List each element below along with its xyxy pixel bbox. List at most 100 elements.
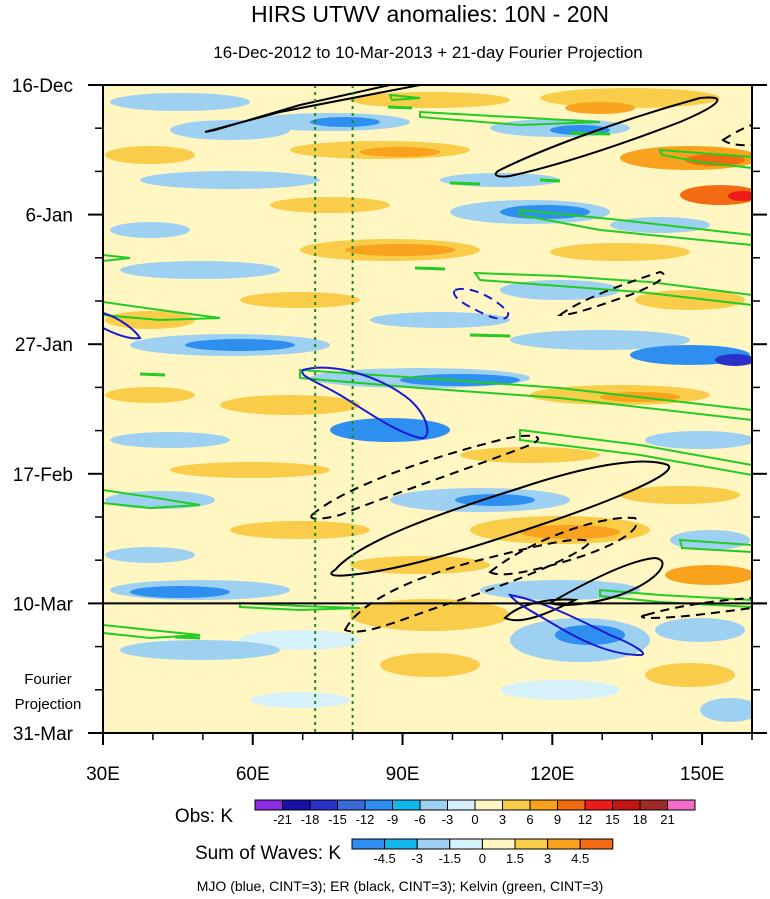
colorbar-label: 21 <box>660 812 674 827</box>
x-tick-label: 120E <box>530 764 574 785</box>
kelvin-dash <box>539 178 561 183</box>
kelvin-contour <box>419 110 601 127</box>
anomaly-blob <box>185 339 295 351</box>
colorbar-label: -3 <box>411 851 423 866</box>
x-tick-label: 90E <box>386 764 420 785</box>
x-axis: 30E 60E 90E 120E 150E <box>86 733 753 785</box>
mjo-contour <box>301 366 429 440</box>
kelvin-dash <box>449 181 481 186</box>
er-negative-contour <box>310 434 539 520</box>
chart-title: HIRS UTWV anomalies: 10N - 20N <box>251 1 609 27</box>
kelvin-dash <box>387 105 413 110</box>
colorbar-cell <box>547 838 581 850</box>
colorbar-label: -21 <box>273 812 292 827</box>
colorbar-cell <box>447 799 476 811</box>
x-tick-label: 30E <box>86 764 120 785</box>
colorbar-label: -15 <box>328 812 347 827</box>
anomaly-blob <box>550 243 690 261</box>
anomaly-blob <box>670 530 750 550</box>
anomaly-blob <box>110 222 190 238</box>
er-contour <box>204 85 421 133</box>
kelvin-contour <box>519 208 752 247</box>
anomaly-blob <box>120 640 280 660</box>
obs-colorbar: -21 -18 -15 -12 -9 -6 -3 0 3 6 9 12 15 18 21 <box>254 799 696 827</box>
colorbar-cell <box>579 838 614 850</box>
colorbar-label: -6 <box>414 812 426 827</box>
colorbar-cell <box>384 838 418 850</box>
anomaly-blob <box>140 171 320 189</box>
anomaly-blob <box>250 692 350 708</box>
anomaly-blob <box>120 261 280 279</box>
kelvin-contour <box>103 253 131 263</box>
mjo-contour <box>507 593 645 657</box>
colorbar-label: 0 <box>471 812 478 827</box>
anomaly-blob <box>700 698 752 722</box>
colorbar-label: 18 <box>633 812 647 827</box>
projection-label-line1: Fourier <box>24 671 72 688</box>
anomaly-blob <box>460 447 600 463</box>
colorbar-cell <box>449 838 483 850</box>
anomaly-blob <box>645 663 735 687</box>
kelvin-contour <box>103 623 201 640</box>
colorbar-label: -12 <box>356 812 375 827</box>
anomaly-blob <box>105 547 195 563</box>
kelvin-contour <box>299 368 752 422</box>
anomaly-blob <box>620 486 740 504</box>
colorbar-label: -4.5 <box>373 851 395 866</box>
er-negative-contour <box>488 516 638 576</box>
colorbar-cell <box>612 799 641 811</box>
er-contour <box>494 96 719 178</box>
projection-label-line2: Projection <box>15 696 82 713</box>
anomaly-blob <box>170 462 330 478</box>
colorbar-label: 3 <box>499 812 506 827</box>
x-tick-label: 60E <box>236 764 270 785</box>
anomaly-blob <box>665 565 752 585</box>
y-axis: 16-Dec 6-Jan 27-Jan 17-Feb 10-Mar 31-Mar <box>12 76 767 745</box>
y-tick-label: 6-Jan <box>25 206 73 227</box>
anomaly-blob <box>380 653 480 677</box>
colorbar-label: -18 <box>301 812 320 827</box>
colorbar-cell <box>584 799 613 811</box>
contour-legend: MJO (blue, CINT=3); ER (black, CINT=3); … <box>197 878 604 894</box>
colorbar-cell <box>502 799 531 811</box>
anomaly-blob <box>330 418 450 442</box>
anomaly-blob <box>105 491 215 509</box>
chart-subtitle: 16-Dec-2012 to 10-Mar-2013 + 21-day Four… <box>213 43 642 62</box>
colorbar-cell <box>416 838 451 850</box>
colorbar-cell <box>557 799 586 811</box>
mjo-contour <box>103 311 142 340</box>
kelvin-dash <box>174 635 201 640</box>
anomaly-blob <box>500 680 620 700</box>
anomaly-blob <box>360 147 440 157</box>
kelvin-contours <box>103 93 752 640</box>
kelvin-dash <box>139 372 166 377</box>
anomaly-blob <box>220 395 360 415</box>
colorbar-label: 9 <box>554 812 561 827</box>
anomaly-blob <box>270 197 390 213</box>
colorbar-label: 12 <box>578 812 592 827</box>
anomaly-blob <box>555 625 625 645</box>
anomaly-blob <box>105 146 195 164</box>
kelvin-contour <box>103 488 201 510</box>
anomaly-blob <box>105 387 195 403</box>
kelvin-contour <box>519 428 752 477</box>
colorbar-cell <box>309 799 338 811</box>
colorbar-label: 15 <box>605 812 619 827</box>
colorbar-cell <box>481 838 516 850</box>
obs-colorbar-title: Obs: K <box>175 806 233 827</box>
plot-frame <box>102 84 753 734</box>
anomaly-blob <box>565 102 635 114</box>
kelvin-dash <box>414 266 446 271</box>
y-tick-label: 31-Mar <box>13 724 74 745</box>
anomaly-blob <box>110 432 230 448</box>
anomaly-blob <box>655 618 745 642</box>
mjo-contours <box>103 311 645 657</box>
y-tick-label: 16-Dec <box>12 76 73 97</box>
reference-lines <box>314 85 354 733</box>
heatmap-field <box>103 85 752 733</box>
colorbar-cell <box>254 799 283 811</box>
y-tick-label: 17-Feb <box>13 465 73 486</box>
anomaly-blob <box>715 354 752 366</box>
anomaly-blob <box>240 292 360 308</box>
